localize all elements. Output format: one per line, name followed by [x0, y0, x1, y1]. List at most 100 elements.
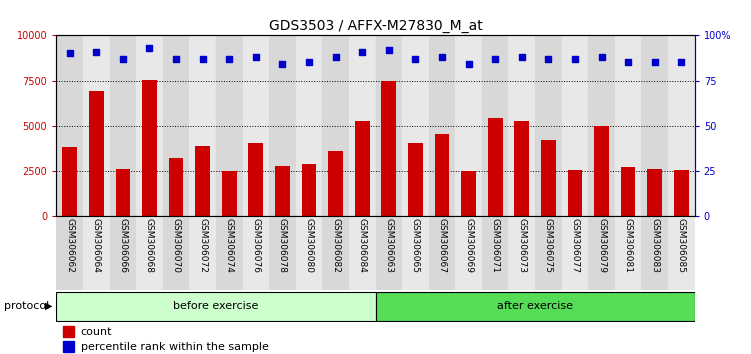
Bar	[83, 216, 110, 290]
Text: after exercise: after exercise	[497, 301, 573, 311]
Bar	[641, 35, 668, 216]
Point	[596, 54, 608, 60]
Bar	[222, 171, 237, 216]
Text: GSM306066: GSM306066	[119, 218, 128, 273]
Bar	[429, 216, 455, 290]
Point	[489, 56, 501, 62]
Text: GSM306068: GSM306068	[145, 218, 154, 273]
Text: GSM306079: GSM306079	[597, 218, 606, 273]
Bar	[508, 216, 535, 290]
Bar	[110, 35, 136, 216]
Text: GSM306077: GSM306077	[571, 218, 580, 273]
Bar	[269, 216, 296, 290]
Point	[675, 59, 687, 65]
Bar	[83, 35, 110, 216]
Point	[622, 59, 634, 65]
Text: percentile rank within the sample: percentile rank within the sample	[80, 342, 268, 352]
Bar	[382, 81, 396, 216]
Bar	[243, 35, 269, 216]
Text: GSM306082: GSM306082	[331, 218, 340, 273]
Text: protocol: protocol	[4, 301, 49, 311]
Bar	[668, 35, 695, 216]
Point	[409, 56, 421, 62]
Point	[197, 56, 209, 62]
Bar	[56, 216, 83, 290]
Bar	[116, 169, 130, 216]
Bar	[189, 35, 216, 216]
Point	[117, 56, 129, 62]
Bar	[402, 35, 429, 216]
Bar	[62, 147, 77, 216]
Text: GSM306065: GSM306065	[411, 218, 420, 273]
Bar	[56, 35, 83, 216]
Bar	[189, 216, 216, 290]
Bar	[376, 292, 695, 321]
Text: GSM306070: GSM306070	[171, 218, 180, 273]
Text: before exercise: before exercise	[173, 301, 258, 311]
Text: GSM306085: GSM306085	[677, 218, 686, 273]
Text: GSM306067: GSM306067	[438, 218, 447, 273]
Bar	[62, 326, 74, 337]
Point	[170, 56, 182, 62]
Bar	[302, 164, 316, 216]
Bar	[296, 216, 322, 290]
Bar	[56, 292, 376, 321]
Text: GSM306078: GSM306078	[278, 218, 287, 273]
Point	[250, 54, 262, 60]
Bar	[568, 170, 582, 216]
Bar	[349, 35, 376, 216]
Bar	[647, 169, 662, 216]
Bar	[169, 158, 183, 216]
Point	[383, 47, 395, 53]
Point	[223, 56, 235, 62]
Bar	[588, 35, 615, 216]
Bar	[62, 341, 74, 353]
Bar	[216, 216, 243, 290]
Bar	[535, 35, 562, 216]
Bar	[435, 134, 449, 216]
Bar	[89, 91, 104, 216]
Point	[276, 62, 288, 67]
Point	[569, 56, 581, 62]
Bar	[136, 35, 163, 216]
Bar	[142, 80, 157, 216]
Bar	[402, 216, 429, 290]
Text: GSM306083: GSM306083	[650, 218, 659, 273]
Text: count: count	[80, 327, 112, 337]
Text: GSM306062: GSM306062	[65, 218, 74, 273]
Bar	[408, 143, 423, 216]
Text: GSM306080: GSM306080	[304, 218, 313, 273]
Bar	[562, 216, 588, 290]
Bar	[296, 35, 322, 216]
Bar	[249, 143, 263, 216]
Bar	[674, 170, 689, 216]
Bar	[349, 216, 376, 290]
Point	[330, 54, 342, 60]
Bar	[322, 216, 349, 290]
Bar	[328, 151, 343, 216]
Bar	[243, 216, 269, 290]
Point	[356, 49, 368, 55]
Text: GSM306069: GSM306069	[464, 218, 473, 273]
Bar	[163, 35, 189, 216]
Text: GSM306064: GSM306064	[92, 218, 101, 273]
Text: GSM306084: GSM306084	[357, 218, 366, 273]
Bar	[429, 35, 455, 216]
Bar	[110, 216, 136, 290]
Bar	[269, 35, 296, 216]
Text: ▶: ▶	[45, 301, 53, 311]
Bar	[508, 35, 535, 216]
Bar	[376, 216, 402, 290]
Text: GSM306076: GSM306076	[252, 218, 261, 273]
Bar	[541, 140, 556, 216]
Text: GSM306072: GSM306072	[198, 218, 207, 273]
Bar	[455, 216, 482, 290]
Text: GSM306074: GSM306074	[225, 218, 234, 273]
Point	[436, 54, 448, 60]
Point	[542, 56, 554, 62]
Bar	[163, 216, 189, 290]
Text: GSM306073: GSM306073	[517, 218, 526, 273]
Bar	[376, 35, 402, 216]
Bar	[588, 216, 615, 290]
Text: GSM306071: GSM306071	[490, 218, 499, 273]
